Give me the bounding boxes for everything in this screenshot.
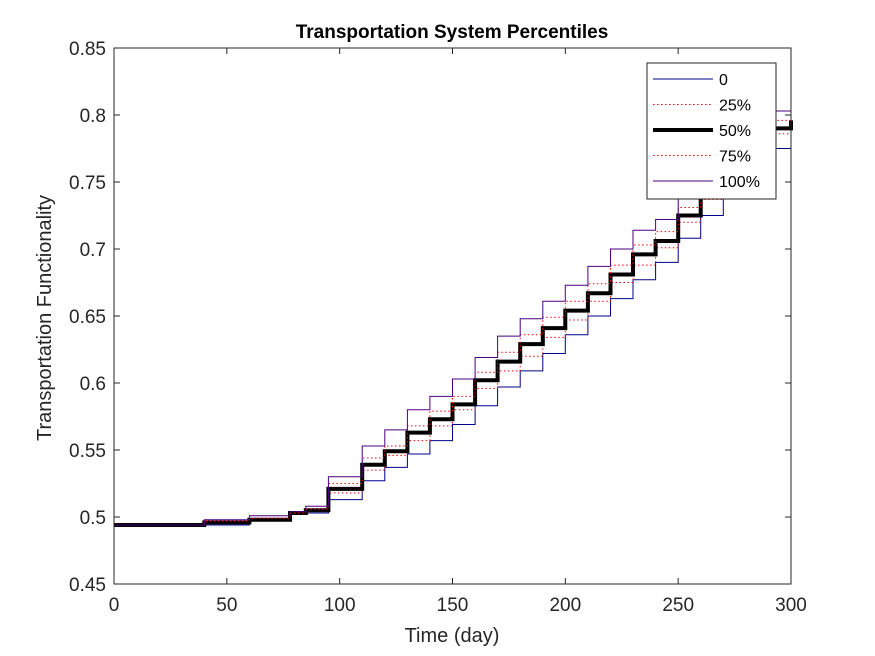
legend-label: 100% [719, 174, 760, 191]
y-tick-label: 0.6 [80, 374, 106, 395]
y-tick-label: 0.75 [69, 173, 106, 194]
x-tick-label: 300 [775, 595, 807, 616]
x-tick-label: 250 [662, 595, 694, 616]
legend-label: 50% [719, 123, 751, 140]
x-axis-label: Time (day) [405, 625, 500, 647]
x-tick-label: 150 [437, 595, 469, 616]
y-tick-label: 0.5 [80, 508, 106, 529]
x-tick-label: 100 [324, 595, 356, 616]
legend-label: 0 [719, 72, 728, 89]
tick-layer: 0 50 100 150 200 250 300 0.45 0.5 0.55 0.6 0.65 0.7 0… [69, 39, 807, 616]
series-line-3 [114, 120, 793, 527]
y-tick-label: 0.45 [69, 575, 106, 596]
y-tick-label: 0.7 [80, 240, 106, 261]
legend-label: 25% [719, 98, 751, 115]
legend-label: 75% [719, 149, 751, 166]
y-tick-label: 0.65 [69, 307, 106, 328]
y-tick-label: 0.55 [69, 441, 106, 462]
y-tick-label: 0.8 [80, 106, 106, 127]
y-axis-label: Transportation Functionality [34, 195, 56, 441]
legend: 0 25% 50% 75% 100% [646, 62, 777, 200]
x-tick-label: 50 [216, 595, 237, 616]
chart-title: Transportation System Percentiles [296, 22, 609, 43]
x-tick-label: 0 [109, 595, 120, 616]
x-tick-label: 200 [549, 595, 581, 616]
y-tick-label: 0.85 [69, 39, 106, 60]
